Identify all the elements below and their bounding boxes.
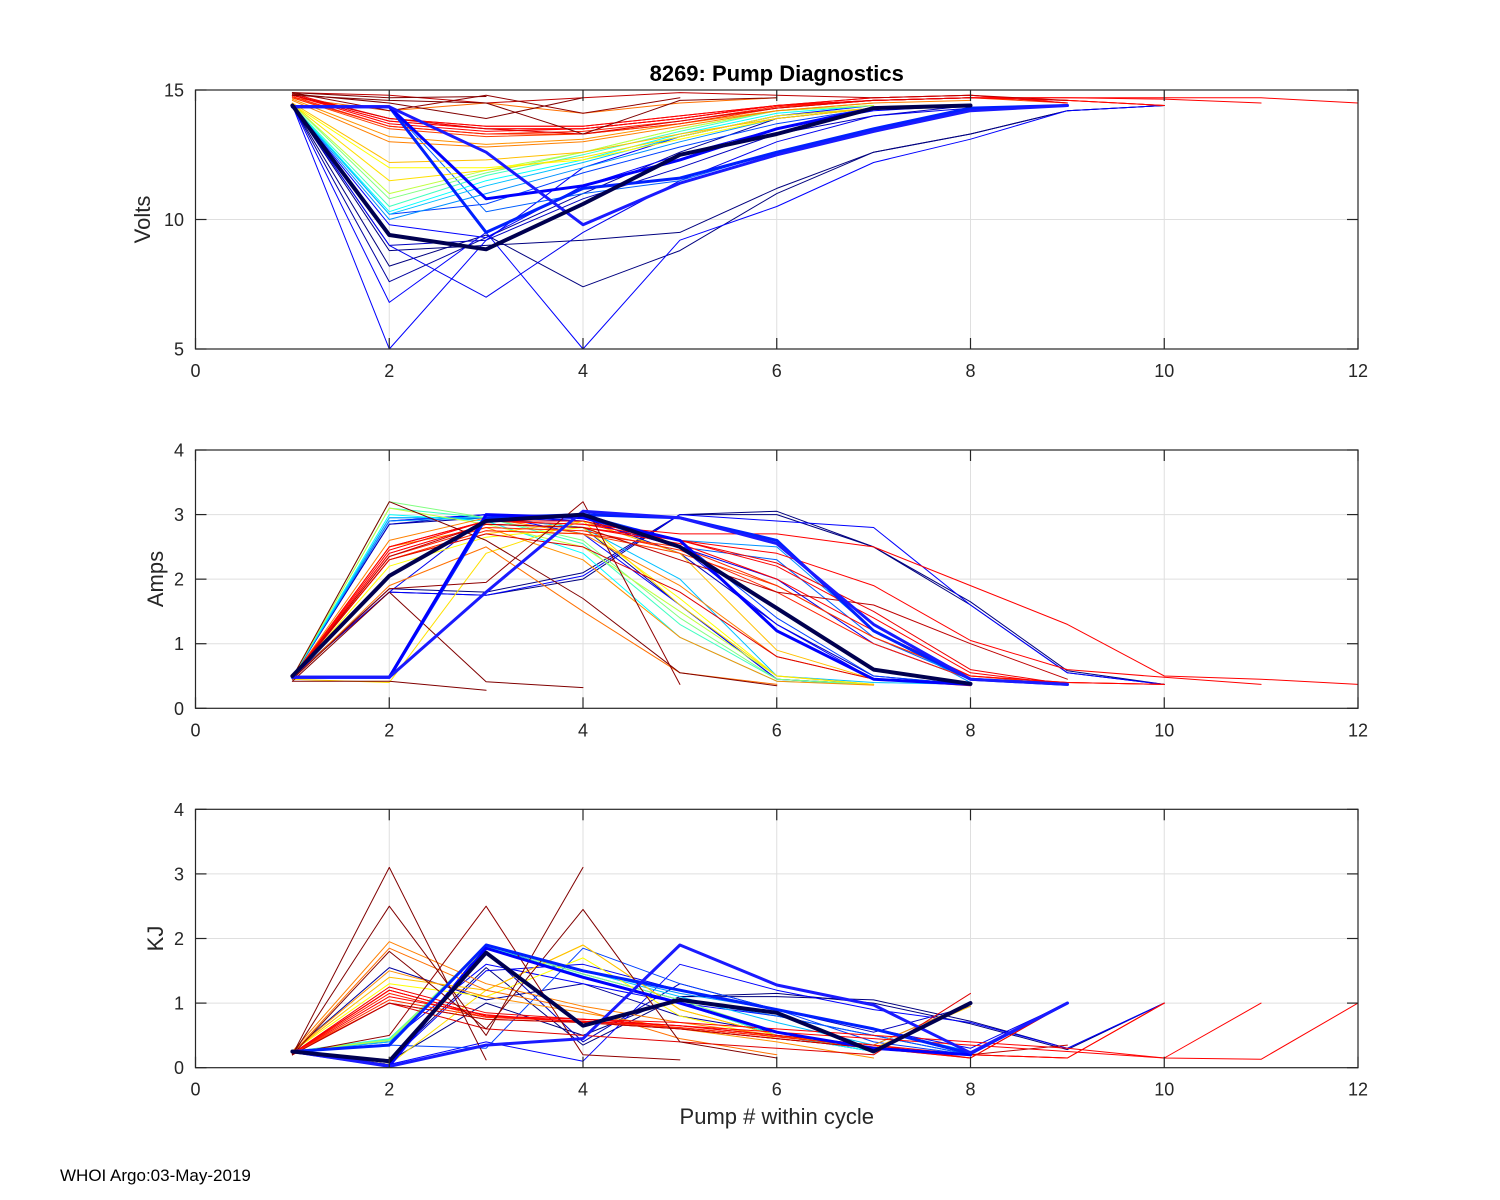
series-line [291,947,778,1056]
series-group [290,866,1359,1068]
x-tick-label: 2 [384,720,394,740]
y-tick-label: 0 [174,699,184,719]
series-line [291,591,584,689]
series-line [291,92,681,114]
footer-stamp: WHOI Argo:03-May-2019 [60,1166,251,1185]
x-tick-label: 0 [190,361,200,381]
series-line [291,992,971,1056]
series-line [291,905,681,1061]
series-line [291,523,1068,680]
series-line [291,94,1359,127]
series-line [291,967,1165,1061]
highlighted-series-line [290,104,1069,234]
x-tick-label: 4 [578,1080,588,1100]
x-tick-label: 4 [578,720,588,740]
series-line [291,520,1359,685]
x-tick-label: 12 [1348,361,1368,381]
x-tick-label: 6 [772,361,782,381]
x-tick-label: 2 [384,361,394,381]
series-line [291,501,681,685]
x-tick-label: 12 [1348,720,1368,740]
x-tick-label: 4 [578,361,588,381]
series-line [291,517,971,685]
x-tick-label: 6 [772,1080,782,1100]
y-tick-label: 10 [164,210,184,230]
series-line [291,970,875,1059]
series-line [291,680,487,691]
highlighted-series-line [290,943,1069,1055]
x-tick-label: 6 [772,720,782,740]
series-line [291,514,1165,685]
y-tick-label: 2 [174,929,184,949]
series-line [291,93,584,119]
amps-y-axis-label: Amps [143,551,168,607]
y-tick-label: 15 [164,81,184,101]
y-tick-label: 4 [174,800,184,820]
highlighted-series-line [290,950,973,1064]
x-tick-label: 2 [384,1080,394,1100]
y-tick-label: 4 [174,441,184,461]
highlighted-series-line [290,512,973,686]
series-line [291,533,971,687]
x-tick-label: 0 [190,720,200,740]
x-tick-label: 10 [1154,1080,1174,1100]
tick-marks [194,89,1359,350]
series-line [291,102,971,163]
y-tick-label: 0 [174,1058,184,1078]
x-tick-label: 8 [965,1080,975,1100]
series-line [291,103,875,182]
x-tick-label: 10 [1154,361,1174,381]
x-tick-label: 8 [965,720,975,740]
highlighted-series-line [290,943,1069,1068]
tick-marks [194,808,1359,1069]
highlighted-series-line [290,104,1069,227]
y-tick-label: 1 [174,994,184,1014]
series-line [291,908,778,1059]
series-line [291,963,1165,1065]
series-group [290,92,1359,350]
x-tick-label: 8 [965,361,975,381]
kj-y-axis-label: KJ [143,926,168,952]
y-tick-label: 3 [174,505,184,525]
y-tick-label: 1 [174,634,184,654]
figure-title: 8269: Pump Diagnostics [650,61,904,86]
series-line [291,94,778,135]
x-tick-label: 0 [190,1080,200,1100]
series-line [291,866,487,1061]
volts-y-axis-label: Volts [130,196,155,244]
x-tick-label: 12 [1348,1080,1368,1100]
volts-axes: 0 2 4 6 8 10 12 5 10 15 [164,81,1368,382]
y-tick-label: 2 [174,570,184,590]
tick-marks [194,449,1359,709]
highlighted-series-line [290,103,973,252]
x-axis-label: Pump # within cycle [680,1104,874,1129]
x-tick-label: 10 [1154,720,1174,740]
series-line [291,105,1165,350]
y-tick-label: 3 [174,864,184,884]
series-group [290,501,1359,691]
tick-labels: 0 2 4 6 8 10 12 5 10 15 [164,81,1368,382]
series-line [291,105,1165,288]
highlighted-series-line [290,509,1069,686]
series-line [291,523,1262,685]
series-line [291,99,971,148]
series-line [291,866,584,1056]
y-tick-label: 5 [174,340,184,360]
series-line [291,501,778,687]
